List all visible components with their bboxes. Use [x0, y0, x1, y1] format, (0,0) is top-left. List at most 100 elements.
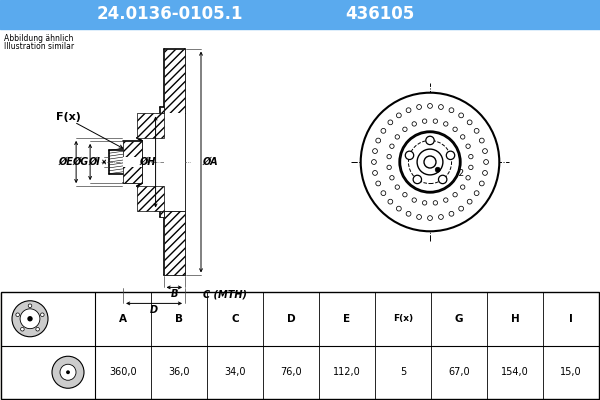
- Bar: [160, 210, 164, 216]
- Circle shape: [387, 165, 391, 170]
- Bar: [160, 108, 164, 114]
- Circle shape: [439, 214, 443, 219]
- Circle shape: [403, 127, 407, 132]
- Circle shape: [426, 136, 434, 145]
- Text: Abbildung ähnlich: Abbildung ähnlich: [4, 34, 73, 43]
- Circle shape: [371, 160, 376, 164]
- Circle shape: [60, 364, 76, 380]
- Circle shape: [482, 170, 487, 175]
- Circle shape: [412, 198, 416, 202]
- Bar: [164, 114, 185, 210]
- Circle shape: [474, 191, 479, 196]
- Text: 112,0: 112,0: [333, 367, 361, 377]
- Text: ØI: ØI: [88, 157, 100, 167]
- Text: F(x): F(x): [393, 314, 413, 323]
- Circle shape: [376, 181, 380, 186]
- Text: B: B: [175, 314, 183, 324]
- Circle shape: [403, 192, 407, 197]
- Circle shape: [459, 113, 464, 118]
- Circle shape: [439, 175, 447, 184]
- Circle shape: [41, 313, 44, 316]
- Circle shape: [449, 108, 454, 113]
- Circle shape: [405, 151, 413, 160]
- Circle shape: [467, 199, 472, 204]
- Text: 76,0: 76,0: [280, 367, 302, 377]
- Bar: [164, 210, 185, 275]
- Circle shape: [443, 122, 448, 126]
- Circle shape: [479, 181, 484, 186]
- Circle shape: [453, 127, 457, 132]
- Circle shape: [453, 192, 457, 197]
- Circle shape: [395, 185, 400, 189]
- Circle shape: [416, 105, 421, 110]
- Text: 5: 5: [400, 367, 406, 377]
- Text: I: I: [569, 314, 573, 324]
- Circle shape: [388, 199, 393, 204]
- Text: 24.0136-0105.1: 24.0136-0105.1: [97, 5, 243, 23]
- Bar: [123, 141, 142, 183]
- Circle shape: [446, 151, 455, 160]
- Bar: [164, 49, 185, 114]
- Text: H: H: [511, 314, 520, 324]
- Circle shape: [361, 93, 499, 231]
- Circle shape: [469, 165, 473, 170]
- Circle shape: [417, 149, 443, 175]
- Text: E: E: [343, 314, 350, 324]
- Circle shape: [406, 108, 411, 113]
- Circle shape: [422, 201, 427, 205]
- Circle shape: [424, 156, 436, 168]
- Bar: [0, 29, 600, 292]
- Circle shape: [416, 214, 421, 219]
- Circle shape: [400, 132, 460, 192]
- Text: 360,0: 360,0: [109, 367, 137, 377]
- Circle shape: [28, 304, 32, 308]
- Circle shape: [435, 167, 440, 172]
- Text: 67,0: 67,0: [448, 367, 470, 377]
- Circle shape: [467, 120, 472, 125]
- Circle shape: [461, 135, 465, 139]
- Text: A: A: [119, 314, 127, 324]
- Text: B: B: [170, 290, 178, 299]
- Text: G: G: [455, 314, 463, 324]
- Circle shape: [66, 370, 70, 374]
- Circle shape: [459, 206, 464, 211]
- Circle shape: [412, 122, 416, 126]
- Circle shape: [479, 138, 484, 143]
- Text: ØE: ØE: [59, 157, 74, 167]
- Circle shape: [16, 313, 19, 316]
- Text: ØH: ØH: [139, 157, 156, 167]
- Text: D: D: [287, 314, 295, 324]
- Bar: [1, 292, 599, 399]
- Text: F(x): F(x): [56, 112, 80, 122]
- Circle shape: [373, 170, 377, 175]
- Circle shape: [390, 144, 394, 148]
- Text: D: D: [150, 306, 158, 315]
- Circle shape: [387, 154, 391, 159]
- Circle shape: [428, 216, 433, 220]
- Circle shape: [449, 211, 454, 216]
- Circle shape: [36, 328, 40, 331]
- Bar: [137, 114, 164, 138]
- Circle shape: [399, 131, 461, 193]
- Circle shape: [12, 301, 48, 337]
- Bar: [0, 0, 600, 29]
- Circle shape: [466, 176, 470, 180]
- Circle shape: [28, 316, 33, 322]
- Circle shape: [373, 149, 377, 154]
- Circle shape: [474, 128, 479, 133]
- Circle shape: [484, 160, 488, 164]
- Circle shape: [433, 201, 437, 205]
- Text: C (MTH): C (MTH): [203, 290, 247, 299]
- Bar: [123, 157, 142, 167]
- Circle shape: [469, 154, 473, 159]
- Text: 15,0: 15,0: [560, 367, 582, 377]
- Circle shape: [20, 309, 40, 329]
- Text: Illustration similar: Illustration similar: [4, 42, 74, 51]
- Circle shape: [433, 119, 437, 123]
- Circle shape: [381, 128, 386, 133]
- Bar: [137, 186, 164, 210]
- Circle shape: [413, 175, 422, 184]
- Circle shape: [439, 105, 443, 110]
- Circle shape: [390, 176, 394, 180]
- Text: ØG: ØG: [72, 157, 88, 167]
